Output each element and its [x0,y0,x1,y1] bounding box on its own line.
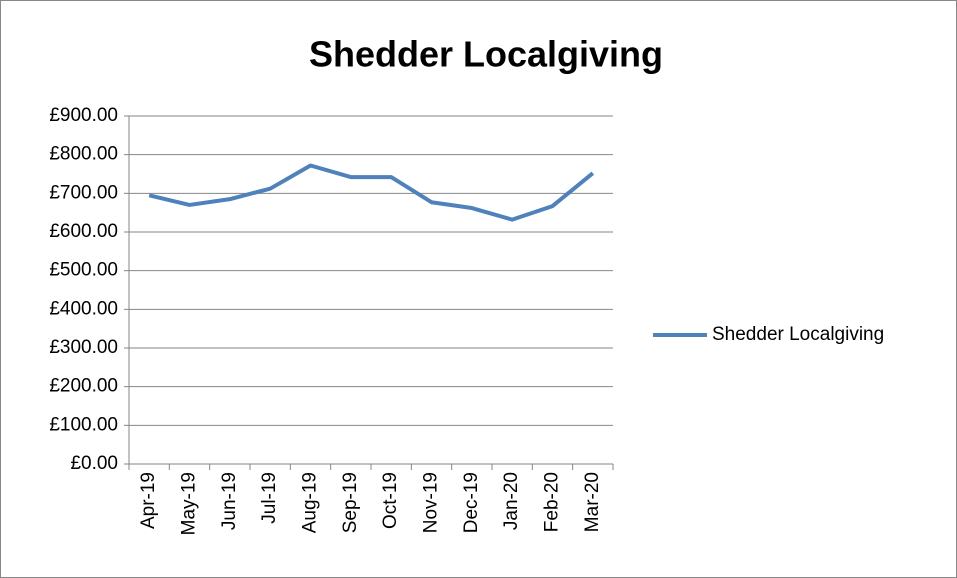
y-tick-label: £800.00 [49,144,118,165]
x-tick-label: Jun-19 [219,472,240,530]
data-line [148,163,595,222]
x-tick-label: Jul-19 [259,472,280,524]
y-tick-label: £100.00 [49,414,118,435]
x-tick-label: May-19 [179,472,200,535]
y-tick-label: £900.00 [49,105,118,126]
legend-label: Shedder Localgiving [712,324,884,345]
x-tick-label: Feb-20 [542,472,563,532]
y-tick-label: £700.00 [49,182,118,203]
chart-title: Shedder Localgiving [309,34,663,75]
x-tick-label: Nov-19 [421,472,442,533]
x-tick-label: Mar-20 [582,472,603,532]
x-tick-label: Dec-19 [461,472,482,533]
x-tick-label: Apr-19 [138,472,159,529]
x-tick-label: Oct-19 [380,472,401,529]
y-tick-label: £400.00 [49,298,118,319]
y-tick-label: £200.00 [49,376,118,397]
y-tick-label: £500.00 [49,260,118,281]
x-tick-label: Aug-19 [300,472,321,533]
y-tick-label: £600.00 [49,221,118,242]
x-tick-label: Sep-19 [340,472,361,533]
y-tick-label: £300.00 [49,337,118,358]
y-tick-label: £0.00 [70,453,118,474]
x-tick-label: Jan-20 [501,472,522,530]
